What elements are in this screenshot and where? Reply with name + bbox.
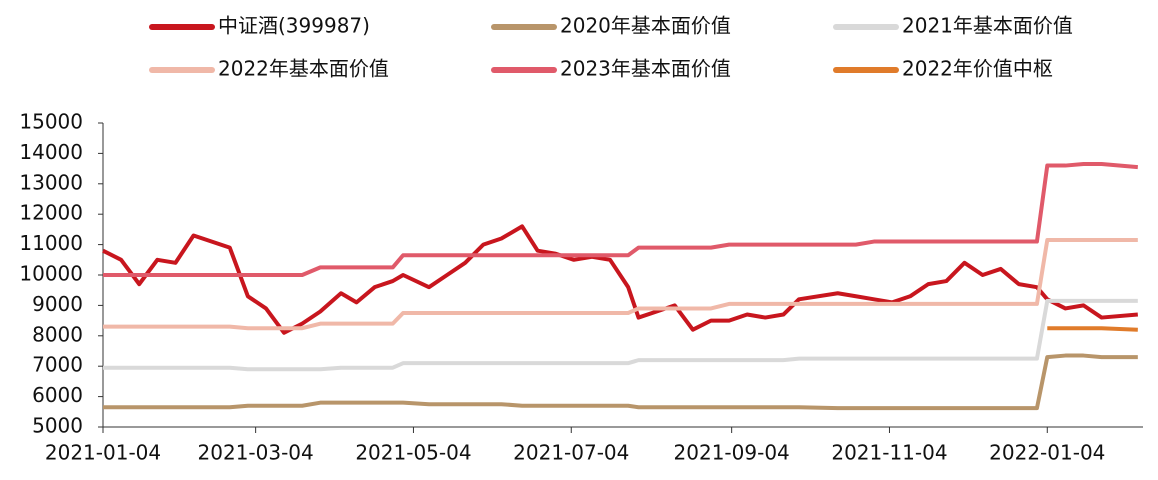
legend-label: 2022年价值中枢: [902, 57, 1053, 81]
x-tick-label: 2021-09-04: [674, 441, 790, 465]
legend-label: 2020年基本面价值: [560, 14, 731, 38]
y-tick-label: 9000: [32, 292, 83, 316]
series-line: [1047, 326, 1138, 332]
legend-label: 2021年基本面价值: [902, 14, 1073, 38]
series-line: [103, 238, 1138, 331]
x-tick-label: 2021-11-04: [831, 441, 947, 465]
x-tick-label: 2021-05-04: [355, 441, 471, 465]
legend-label: 2023年基本面价值: [560, 57, 731, 81]
x-tick-label: 2022-01-04: [989, 441, 1105, 465]
y-tick-label: 14000: [19, 140, 83, 164]
y-tick-label: 12000: [19, 201, 83, 225]
y-tick-label: 11000: [19, 231, 83, 255]
y-tick-label: 15000: [19, 110, 83, 134]
y-tick-label: 5000: [32, 414, 83, 438]
series-line: [103, 162, 1138, 277]
series-line: [102, 224, 1138, 335]
x-tick-label: 2021-07-04: [513, 441, 629, 465]
series-line: [103, 353, 1138, 411]
y-tick-label: 6000: [32, 383, 83, 407]
y-tick-label: 13000: [19, 170, 83, 194]
series-line: [103, 298, 1138, 372]
y-tick-label: 7000: [32, 353, 83, 377]
legend-label: 2022年基本面价值: [218, 57, 389, 81]
legend-label: 中证酒(399987): [218, 14, 370, 38]
y-tick-label: 10000: [19, 262, 83, 286]
y-tick-label: 8000: [32, 322, 83, 346]
x-tick-label: 2021-03-04: [198, 441, 314, 465]
x-tick-label: 2021-01-04: [45, 441, 161, 465]
